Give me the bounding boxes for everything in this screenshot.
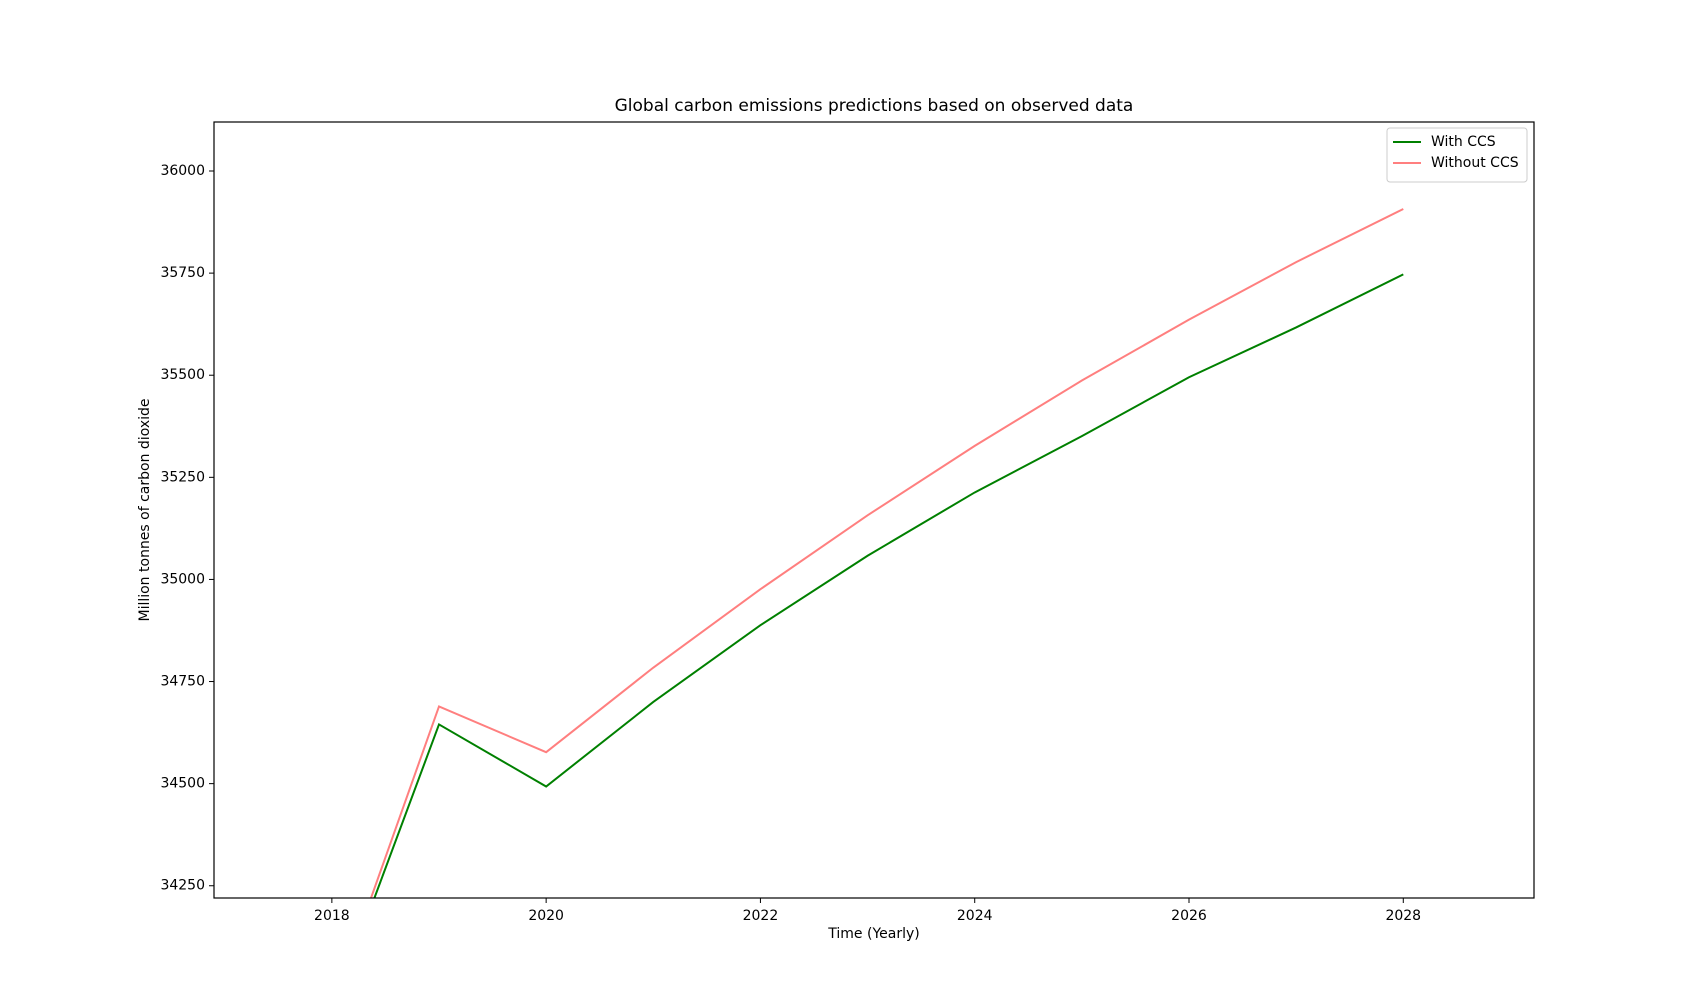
x-tick-label: 2018	[314, 908, 350, 924]
chart-title: Global carbon emissions predictions base…	[615, 96, 1134, 116]
data-line	[373, 273, 1404, 898]
plot-frame	[213, 121, 1535, 899]
legend-box	[1386, 127, 1528, 183]
x-tick-label: 2026	[1171, 908, 1207, 924]
x-tick-label: 2024	[957, 908, 993, 924]
plot-area	[369, 208, 1404, 898]
x-tick-label: 2020	[528, 908, 564, 924]
y-tick-label: 36000	[160, 163, 205, 179]
y-tick-label: 35500	[160, 367, 205, 383]
y-axis-label: Million tonnes of carbon dioxide	[137, 398, 153, 621]
data-line	[369, 208, 1404, 898]
y-tick-label: 35750	[160, 265, 205, 281]
legend-label: With CCS	[1431, 134, 1496, 150]
y-tick-label: 35250	[160, 469, 205, 485]
x-tick-label: 2022	[743, 908, 779, 924]
y-tick-label: 34500	[160, 776, 205, 792]
legend-label: Without CCS	[1431, 155, 1519, 171]
y-tick-label: 34250	[160, 878, 205, 894]
x-axis-label: Time (Yearly)	[827, 926, 919, 942]
y-tick-label: 35000	[160, 571, 205, 587]
y-tick-label: 34750	[160, 674, 205, 690]
x-tick-label: 2028	[1385, 908, 1421, 924]
